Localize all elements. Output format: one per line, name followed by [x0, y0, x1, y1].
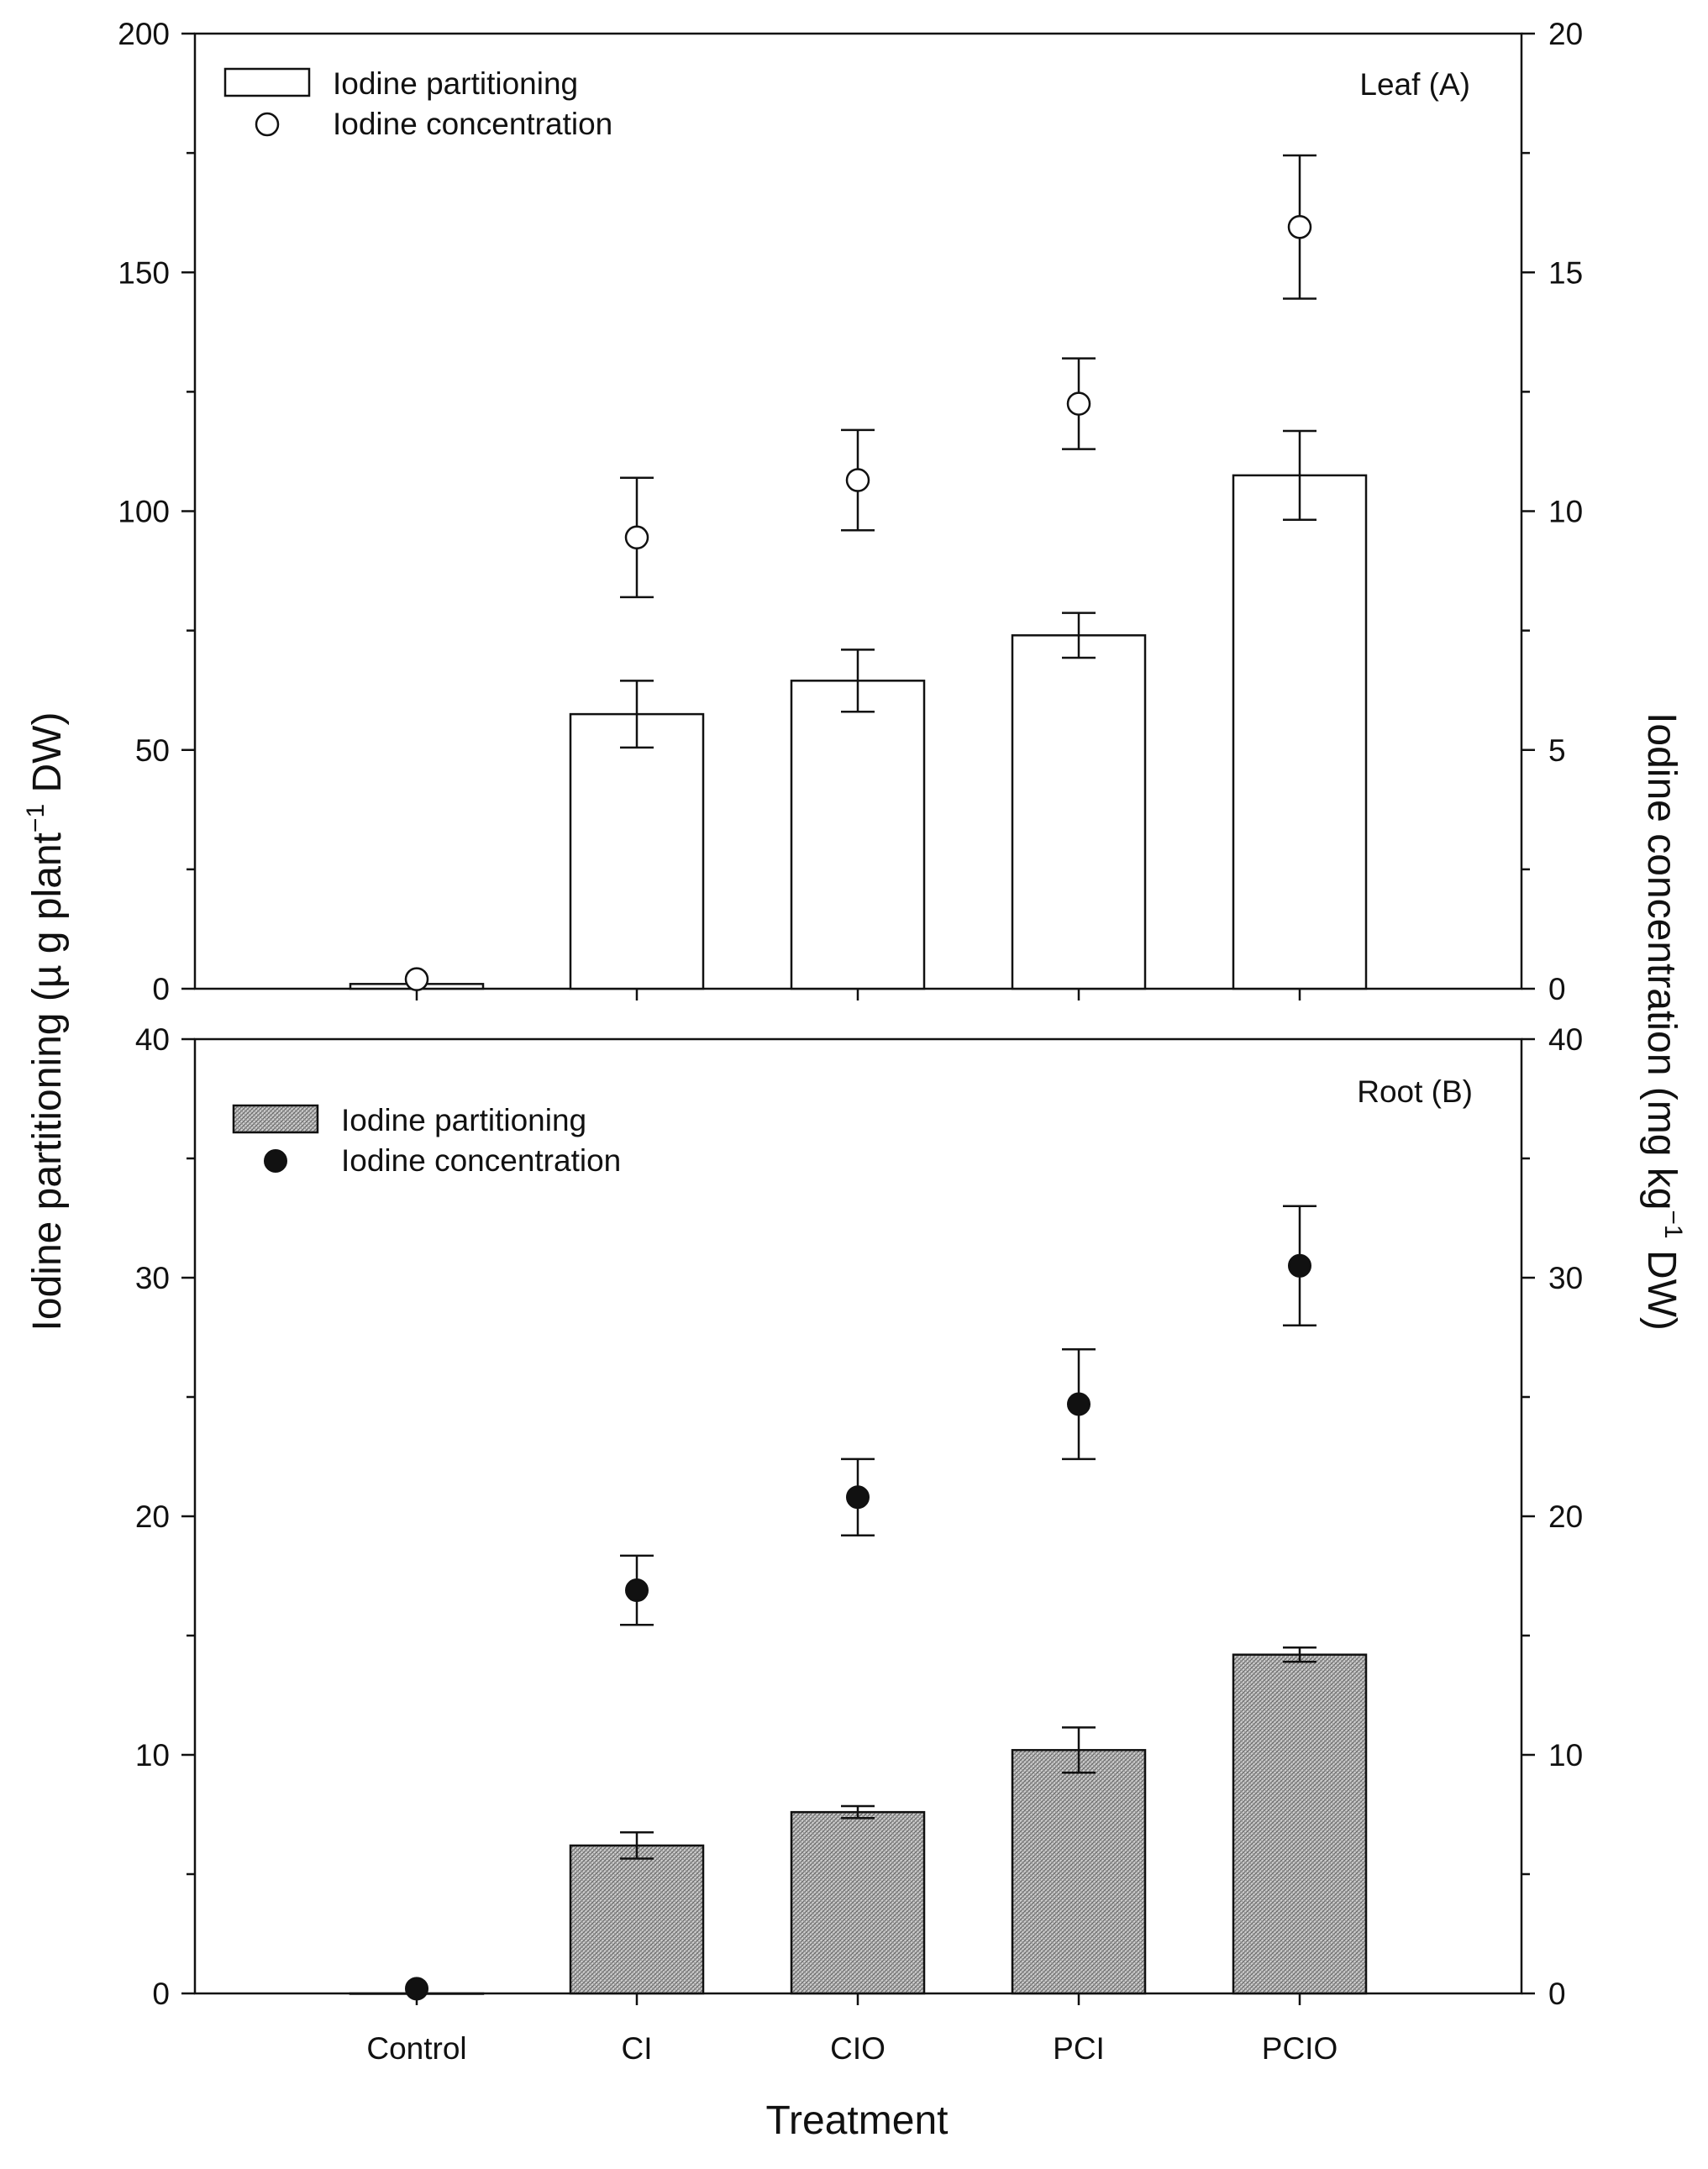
left-y-axis-title-superscript: −1: [22, 804, 50, 832]
legend-label-partitioning: Iodine partitioning: [341, 1103, 586, 1137]
panel-label: Root (B): [1357, 1074, 1473, 1109]
right-y-axis-title-main: Iodine concentration (mg kg: [1639, 712, 1684, 1210]
x-category-label: PCI: [1053, 2031, 1105, 2066]
right-y-tick-label: 40: [1548, 1022, 1583, 1057]
point-ci: [624, 525, 649, 550]
left-y-tick-label: 10: [135, 1738, 170, 1772]
bar-pcio: [1232, 1653, 1368, 1995]
left-y-axis-title-main: Iodine partitioning (µ g plant: [25, 832, 70, 1331]
bar-pci: [1011, 1749, 1147, 1995]
legend: Iodine partitioning Iodine concentration: [232, 1103, 621, 1178]
right-y-tick-label: 0: [1548, 972, 1566, 1006]
point-control: [405, 1977, 428, 2001]
point-ci: [625, 1578, 649, 1603]
right-y-tick-label: 10: [1548, 495, 1583, 529]
left-y-tick-label: 20: [135, 1499, 170, 1534]
left-y-axis-title: Iodine partitioning (µ g plant−1 DW): [22, 712, 70, 1331]
bar-cio: [790, 1810, 926, 1995]
left-y-tick-label: 200: [118, 17, 170, 51]
right-y-axis-title-superscript: −1: [1659, 1210, 1687, 1238]
point-cio: [845, 468, 870, 492]
left-y-tick-label: 30: [135, 1261, 170, 1295]
point-pci: [1067, 1392, 1090, 1416]
x-category-label: CI: [622, 2031, 653, 2066]
bar-ci: [569, 712, 705, 990]
right-y-axis-title: Iodine concentration (mg kg−1 DW): [1639, 712, 1687, 1331]
bar-pci: [1011, 634, 1147, 990]
left-y-tick-label: 50: [135, 733, 170, 768]
right-y-axis-title-tail: DW): [1639, 1239, 1684, 1331]
bar-cio: [790, 680, 926, 990]
legend-label-concentration: Iodine concentration: [341, 1143, 621, 1178]
bar-ci: [569, 1844, 705, 1995]
legend-point-swatch: [264, 1149, 287, 1173]
left-y-axis-title-tail: DW): [25, 712, 70, 804]
legend-bar-swatch: [223, 67, 311, 97]
legend: Iodine partitioning Iodine concentration: [223, 66, 612, 141]
right-y-tick-label: 15: [1548, 255, 1583, 290]
right-y-tick-label: 30: [1548, 1261, 1583, 1295]
x-category-label: CIO: [830, 2031, 886, 2066]
legend-point-swatch: [255, 112, 280, 137]
left-y-tick-label: 0: [152, 1977, 170, 2011]
panel-label: Leaf (A): [1359, 67, 1470, 102]
right-y-tick-label: 0: [1548, 1977, 1566, 2011]
bar-pcio: [1232, 474, 1368, 990]
right-y-tick-label: 5: [1548, 733, 1566, 768]
left-y-tick-label: 0: [152, 972, 170, 1006]
leaf-panel: 0 50 100 150 200 0 5 10 15 20 Leaf (A) Iodine parti…: [118, 17, 1583, 1006]
point-pcio: [1288, 1253, 1311, 1278]
point-pci: [1066, 391, 1091, 416]
left-y-tick-label: 40: [135, 1022, 170, 1057]
point-control: [404, 967, 429, 991]
x-axis-title: Treatment: [766, 2098, 949, 2143]
x-category-label: PCIO: [1262, 2031, 1337, 2066]
point-pcio: [1287, 214, 1312, 239]
legend-bar-swatch: [232, 1104, 319, 1134]
x-category-label: Control: [366, 2031, 466, 2066]
point-cio: [846, 1485, 870, 1510]
legend-label-concentration: Iodine concentration: [333, 107, 612, 141]
left-y-tick-label: 100: [118, 495, 170, 529]
right-y-tick-label: 20: [1548, 17, 1583, 51]
legend-label-partitioning: Iodine partitioning: [333, 66, 578, 101]
root-panel: 0 10 20 30 40 0 10 20 30 40 Control CI CIO PCI PCIO Roo…: [135, 1022, 1583, 2066]
left-y-tick-label: 150: [118, 255, 170, 290]
right-y-tick-label: 10: [1548, 1738, 1583, 1772]
right-y-tick-label: 20: [1548, 1499, 1583, 1534]
